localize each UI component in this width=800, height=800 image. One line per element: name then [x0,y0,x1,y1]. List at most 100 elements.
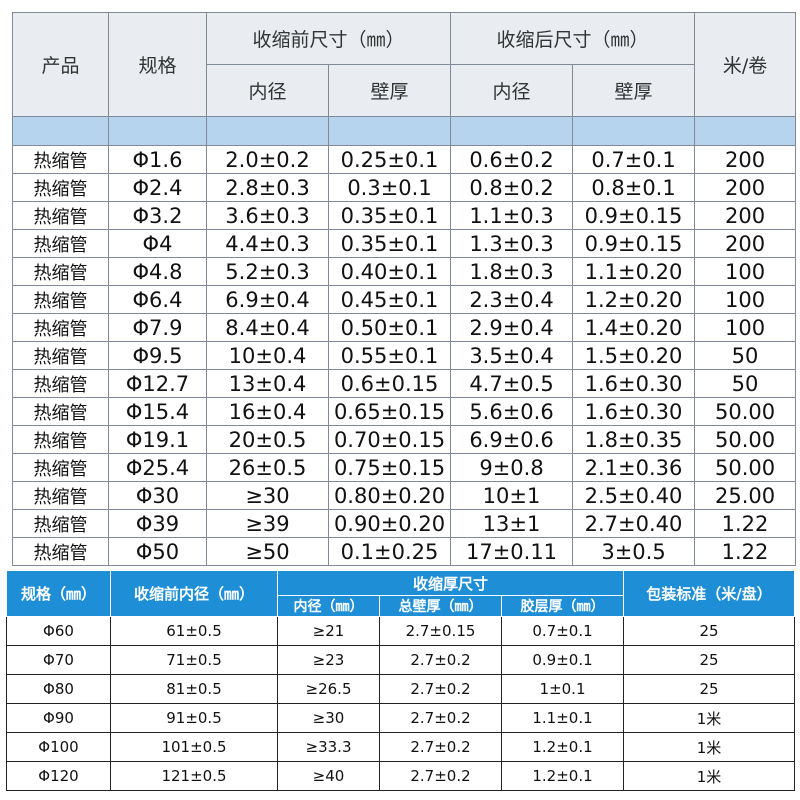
header-band [12,116,797,146]
table-row: 热缩管 Φ50 ≥50 0.1±0.25 17±0.11 3±0.5 1.22 [12,537,797,566]
table-cell: 2.7±0.15 [379,616,502,646]
table-cell: 2.3±0.4 [450,285,574,314]
table-cell: 1.8±0.3 [450,257,574,286]
table-cell: 热缩管 [12,537,109,566]
table-cell: 200 [694,201,797,230]
table-cell: 25.00 [694,481,797,510]
header-meters-per-roll: 米/卷 [694,12,797,117]
table-cell: 0.25±0.1 [327,145,452,174]
table-cell: 25 [623,616,796,646]
table-cell: 1.8±0.35 [572,425,696,454]
table-cell: ≥39 [206,509,329,538]
table-cell: Φ30 [108,481,207,510]
table-cell: 50 [694,369,797,398]
header-inner-before-shrink: 收缩前内径（㎜） [110,570,278,617]
table-cell: Φ4 [108,229,207,258]
table-cell: 5.6±0.6 [450,397,574,426]
table-cell: 2.7±0.2 [379,732,502,762]
table-cell: Φ70 [6,645,111,675]
table-cell: 0.35±0.1 [327,201,452,230]
header-inner-diameter: 内径（㎜） [277,595,380,617]
table-cell: 16±0.4 [206,397,329,426]
table-cell: 0.7±0.1 [572,145,696,174]
table-cell: Φ90 [6,703,111,733]
table-cell: 101±0.5 [110,732,278,762]
table-row: 热缩管 Φ4.8 5.2±0.3 0.40±0.1 1.8±0.3 1.1±0.20 100 [12,257,797,286]
table-cell: 0.9±0.1 [500,645,625,675]
table-cell: 25 [623,674,796,704]
table-cell: 热缩管 [12,509,109,538]
table-cell: 0.6±0.2 [450,145,574,174]
table-cell: 热缩管 [12,229,109,258]
table-cell: 1.2±0.1 [500,761,625,791]
table-row: 热缩管 Φ15.4 16±0.4 0.65±0.15 5.6±0.6 1.6±0.30 50… [12,397,797,426]
table-cell: 0.8±0.2 [450,173,574,202]
table-cell: 50 [694,341,797,370]
table-row: Φ70 71±0.5 ≥23 2.7±0.2 0.9±0.1 25 [6,645,796,675]
table-cell: 200 [694,145,797,174]
table-cell: 1.2±0.20 [572,285,696,314]
header-adhesive-layer: 胶层厚（㎜） [500,595,625,617]
header-after-shrink: 收缩后尺寸（㎜） [450,12,696,65]
table-row: 热缩管 Φ2.4 2.8±0.3 0.3±0.1 0.8±0.2 0.8±0.1 200 [12,173,797,202]
table-cell: 热缩管 [12,145,109,174]
table-cell: Φ100 [6,732,111,762]
table-cell: 0.7±0.1 [500,616,625,646]
table-cell: 1.3±0.3 [450,229,574,258]
table-cell: 1米 [623,761,796,791]
header-after-inner-diameter: 内径 [450,64,574,117]
table-cell: 2.0±0.2 [206,145,329,174]
table-cell: 热缩管 [12,453,109,482]
table-cell: 1.1±0.3 [450,201,574,230]
table-cell: ≥30 [206,481,329,510]
table-cell: 100 [694,285,797,314]
table-cell: 2.1±0.36 [572,453,696,482]
table-cell: 0.50±0.1 [327,313,452,342]
table-cell: 1.1±0.20 [572,257,696,286]
table-cell: 1.1±0.1 [500,703,625,733]
table-cell: 1.6±0.30 [572,397,696,426]
table-cell: 热缩管 [12,397,109,426]
table-cell: ≥21 [277,616,380,646]
table-cell: ≥33.3 [277,732,380,762]
table-cell: 6.9±0.4 [206,285,329,314]
table-cell: 0.65±0.15 [327,397,452,426]
table-cell: 10±0.4 [206,341,329,370]
header-before-wall-thickness: 壁厚 [327,64,452,117]
table-cell: 0.8±0.1 [572,173,696,202]
table-cell: 3±0.5 [572,537,696,566]
table-cell: Φ25.4 [108,453,207,482]
table-cell: 0.80±0.20 [327,481,452,510]
table-cell: 2.9±0.4 [450,313,574,342]
table-cell: 热缩管 [12,257,109,286]
table-cell: Φ7.9 [108,313,207,342]
table-row: 热缩管 Φ12.7 13±0.4 0.6±0.15 4.7±0.5 1.6±0.30 50 [12,369,797,398]
header-product: 产品 [12,12,109,117]
table-cell: 0.40±0.1 [327,257,452,286]
table-cell: 2.8±0.3 [206,173,329,202]
table-cell: Φ120 [6,761,111,791]
table-row: 热缩管 Φ1.6 2.0±0.2 0.25±0.1 0.6±0.2 0.7±0.1 200 [12,145,797,174]
table-cell: 2.7±0.2 [379,703,502,733]
header-before-inner-diameter: 内径 [206,64,329,117]
table-cell: 1.22 [694,537,797,566]
table-cell: ≥40 [277,761,380,791]
table-cell: ≥26.5 [277,674,380,704]
table-cell: 3.6±0.3 [206,201,329,230]
table-cell: 1米 [623,732,796,762]
table-cell: 20±0.5 [206,425,329,454]
table-cell: 0.75±0.15 [327,453,452,482]
table-row: 热缩管 Φ25.4 26±0.5 0.75±0.15 9±0.8 2.1±0.36 50.0… [12,453,797,482]
table-cell: 0.3±0.1 [327,173,452,202]
table-cell: 13±0.4 [206,369,329,398]
table-cell: 10±1 [450,481,574,510]
table-row: 热缩管 Φ39 ≥39 0.90±0.20 13±1 2.7±0.40 1.22 [12,509,797,538]
table-cell: 热缩管 [12,201,109,230]
table-cell: 9±0.8 [450,453,574,482]
table-cell: 0.70±0.15 [327,425,452,454]
table-cell: 热缩管 [12,313,109,342]
table-cell: Φ39 [108,509,207,538]
table-cell: 0.35±0.1 [327,229,452,258]
table-row: 热缩管 Φ6.4 6.9±0.4 0.45±0.1 2.3±0.4 1.2±0.20 100 [12,285,797,314]
table-cell: 6.9±0.6 [450,425,574,454]
